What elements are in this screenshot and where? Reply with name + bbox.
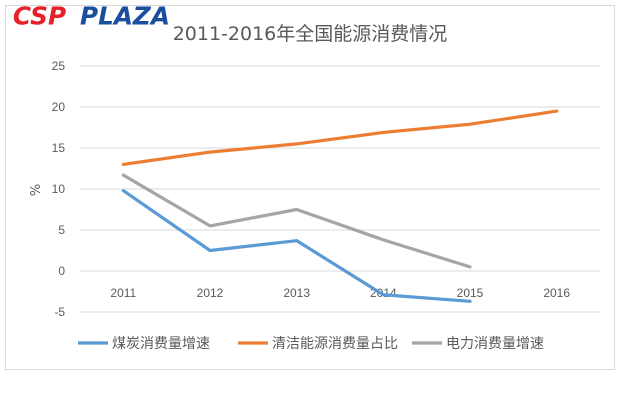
logo-text-plaza: PLAZA bbox=[80, 2, 170, 30]
y-tick-label: 0 bbox=[58, 264, 65, 278]
series-line-2 bbox=[121, 173, 472, 269]
y-tick-label: 15 bbox=[52, 141, 66, 155]
legend-label: 清洁能源消费量占比 bbox=[272, 336, 398, 352]
y-tick-label: 20 bbox=[52, 100, 66, 114]
y-axis-label: % bbox=[29, 184, 44, 196]
y-tick-label: 10 bbox=[52, 182, 66, 196]
series-lines bbox=[121, 109, 559, 303]
legend: 煤炭消费量增速 清洁能源消费量占比 电力消费量增速 bbox=[78, 336, 544, 352]
x-tick-label: 2011 bbox=[110, 286, 136, 300]
logo-text-csp: CSP bbox=[13, 2, 66, 30]
series-line-1 bbox=[121, 109, 559, 166]
csp-plaza-logo: CSP PLAZA bbox=[13, 2, 170, 30]
x-tick-label: 2013 bbox=[283, 286, 310, 300]
y-tick-label: -5 bbox=[54, 305, 65, 319]
legend-label: 煤炭消费量增速 bbox=[112, 336, 210, 352]
y-axis-ticks: 25 20 15 10 5 0 -5 bbox=[52, 59, 66, 319]
legend-label: 电力消费量增速 bbox=[446, 336, 544, 352]
x-tick-label: 2015 bbox=[457, 286, 484, 300]
gridlines bbox=[80, 65, 600, 313]
series-line-0 bbox=[121, 189, 472, 303]
y-tick-label: 5 bbox=[58, 223, 65, 237]
x-axis-ticks: 2011 2012 2013 2014 2015 2016 bbox=[110, 286, 570, 300]
x-tick-label: 2016 bbox=[543, 286, 570, 300]
x-tick-label: 2012 bbox=[197, 286, 224, 300]
y-tick-label: 25 bbox=[52, 59, 66, 73]
chart-title: 2011-2016年全国能源消费情况 bbox=[173, 23, 448, 45]
